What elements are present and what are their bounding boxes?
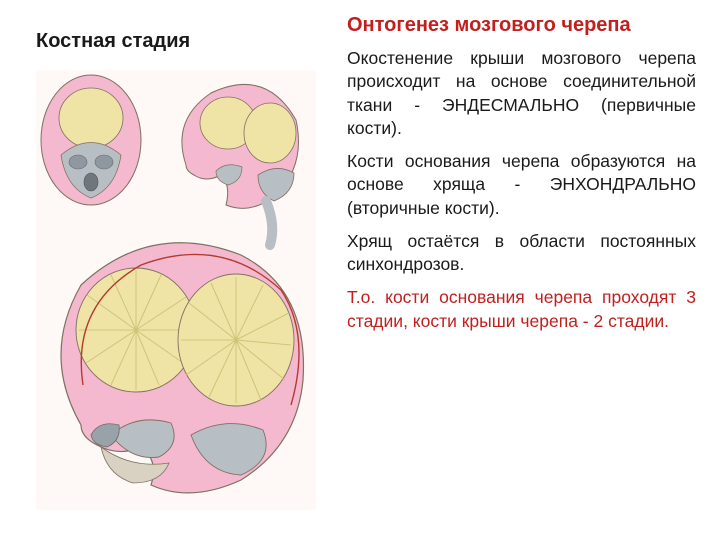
right-column: Онтогенез мозгового черепа Окостенение к… [335,0,720,540]
para-3: Хрящ остаётся в области постоянных синхо… [347,230,696,277]
frontal-ossification-center [76,268,196,392]
panel-superior [41,75,141,205]
skull-illustration [36,70,316,510]
cervical-column [266,201,272,245]
orbit-l [69,155,87,169]
main-title: Онтогенез мозгового черепа [347,14,696,37]
stage-subtitle: Костная стадия [36,30,325,53]
para-4: Т.о. кости основания черепа проходят 3 с… [347,286,696,333]
para-2: Кости основания черепа образуются на осн… [347,150,696,220]
skull-svg [36,70,316,510]
slide: Костная стадия [0,0,720,540]
left-column: Костная стадия [0,0,335,540]
parietal-ossification-center [178,274,294,406]
foramen-magnum [84,173,98,191]
para-1: Окостенение крыши мозгового черепа проис… [347,47,696,140]
orbit-r [95,155,113,169]
frontal-ossification [59,88,123,148]
parietal-bone [244,103,296,163]
